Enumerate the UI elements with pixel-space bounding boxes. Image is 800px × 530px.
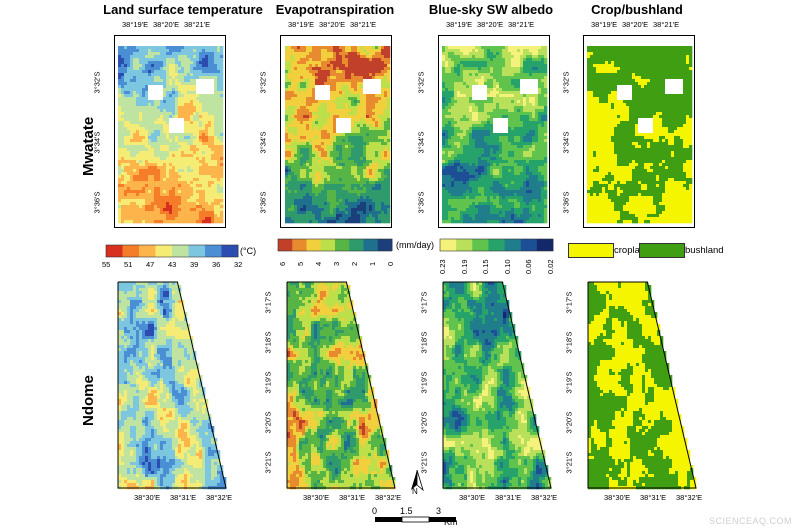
mwatate-x-tick: 38°19'E	[122, 20, 149, 29]
et-unit-label: (mm/day)	[396, 240, 434, 250]
lst-unit-label: (°C)	[240, 246, 257, 256]
ndome-et-raster	[287, 282, 396, 490]
mwatate-x-tick: 38°21'E	[508, 20, 535, 29]
ndome-et-boundary	[286, 281, 396, 489]
et-colorbar-tick: 3	[332, 261, 341, 266]
ndome-crop-boundary	[587, 281, 697, 489]
ndome-y-tick: 3°19'S	[419, 371, 429, 394]
albedo-colorbar-tick: 0.02	[546, 259, 555, 274]
ndome-y-tick: 3°18'S	[419, 331, 429, 354]
et-colorbar-tick: 0	[386, 261, 395, 266]
lst-colorbar	[105, 244, 239, 258]
ndome-x-tick: 38°31'E	[170, 493, 197, 502]
ndome-y-tick: 3°17'S	[263, 291, 273, 314]
ndome-x-tick: 38°30'E	[303, 493, 330, 502]
lst-colorbar-tick: 32	[234, 260, 243, 269]
ndome-y-tick: 3°20'S	[263, 411, 273, 434]
ndome-x-tick: 38°31'E	[339, 493, 366, 502]
ndome-y-tick: 3°21'S	[263, 451, 273, 474]
et-colorbar-tick: 1	[368, 261, 377, 266]
lst-colorbar-tick: 51	[124, 260, 133, 269]
ndome-y-tick: 3°21'S	[564, 451, 574, 474]
ndome-x-tick: 38°30'E	[134, 493, 161, 502]
albedo-colorbar-tick: 0.10	[502, 259, 512, 274]
albedo-colorbar	[439, 238, 554, 252]
column-title-et: Evapotranspiration	[275, 2, 395, 17]
ndome-y-tick: 3°19'S	[263, 371, 273, 394]
ndome-x-tick: 38°32'E	[676, 493, 703, 502]
mwatate-crop-raster	[587, 46, 693, 224]
ndome-x-tick: 38°30'E	[604, 493, 631, 502]
albedo-colorbar-tick: 0.23	[438, 259, 447, 274]
ndome-y-tick: 3°17'S	[419, 291, 429, 314]
mwatate-x-tick: 38°21'E	[184, 20, 211, 29]
ndome-albedo-raster	[443, 282, 552, 490]
ndome-x-tick: 38°32'E	[375, 493, 402, 502]
scale-label-0: 0	[372, 506, 378, 516]
north-label: N	[412, 487, 418, 496]
ndome-y-tick: 3°20'S	[564, 411, 574, 434]
ndome-crop-raster	[588, 282, 697, 490]
et-colorbar-tick: 6	[278, 261, 287, 266]
scale-label-2: 3	[436, 506, 442, 516]
legend-label-cropland: cropland	[614, 245, 651, 256]
lst-colorbar-tick: 39	[190, 260, 199, 269]
scale-label-1: 1.5	[400, 506, 413, 516]
column-title-crop: Crop/bushland	[591, 2, 683, 17]
north-arrow-icon	[411, 469, 424, 492]
column-title-lst: Land surface temperature	[103, 2, 263, 17]
mwatate-x-tick: 38°20'E	[477, 20, 504, 29]
mwatate-x-tick: 38°20'E	[622, 20, 649, 29]
ndome-y-tick: 3°20'S	[419, 411, 429, 434]
mwatate-et-raster	[285, 46, 391, 224]
legend-swatch-cropland	[568, 243, 614, 258]
lst-colorbar-tick: 36	[212, 260, 221, 269]
mwatate-x-tick: 38°21'E	[350, 20, 377, 29]
scale-unit: Km	[444, 517, 458, 527]
ndome-x-tick: 38°32'E	[206, 493, 233, 502]
ndome-x-tick: 38°31'E	[640, 493, 667, 502]
mwatate-x-tick: 38°21'E	[653, 20, 680, 29]
ndome-y-tick: 3°17'S	[564, 291, 574, 314]
et-colorbar-tick: 2	[350, 261, 359, 266]
scale-bar	[375, 516, 456, 523]
albedo-colorbar-tick: 0.06	[524, 259, 534, 274]
mwatate-lst-raster	[118, 46, 224, 224]
column-title-albedo: Blue-sky SW albedo	[428, 2, 554, 17]
ndome-y-tick: 3°18'S	[564, 331, 574, 354]
ndome-y-tick: 3°19'S	[564, 371, 574, 394]
ndome-lst-boundary	[117, 281, 227, 489]
ndome-albedo-boundary	[442, 281, 552, 489]
legend-label-bushland: bushland	[685, 245, 724, 256]
ndome-x-tick: 38°31'E	[495, 493, 522, 502]
ndome-x-tick: 38°30'E	[459, 493, 486, 502]
et-colorbar-tick: 4	[314, 261, 323, 266]
et-colorbar-tick: 5	[296, 261, 305, 266]
mwatate-albedo-raster	[442, 46, 548, 224]
watermark: SCIENCEAQ.COM	[708, 516, 792, 526]
ndome-y-tick: 3°18'S	[263, 331, 273, 354]
legend-swatch-bushland	[639, 243, 685, 258]
mwatate-x-tick: 38°19'E	[446, 20, 473, 29]
albedo-colorbar-tick: 0.15	[481, 259, 491, 274]
ndome-x-tick: 38°32'E	[531, 493, 558, 502]
mwatate-x-tick: 38°19'E	[288, 20, 315, 29]
mwatate-x-tick: 38°19'E	[591, 20, 618, 29]
lst-colorbar-tick: 43	[168, 260, 177, 269]
albedo-colorbar-tick: 0.19	[459, 259, 469, 274]
mwatate-x-tick: 38°20'E	[153, 20, 180, 29]
lst-colorbar-tick: 47	[146, 260, 155, 269]
mwatate-x-tick: 38°20'E	[319, 20, 346, 29]
lst-colorbar-tick: 55	[102, 260, 111, 269]
et-colorbar	[277, 238, 393, 252]
